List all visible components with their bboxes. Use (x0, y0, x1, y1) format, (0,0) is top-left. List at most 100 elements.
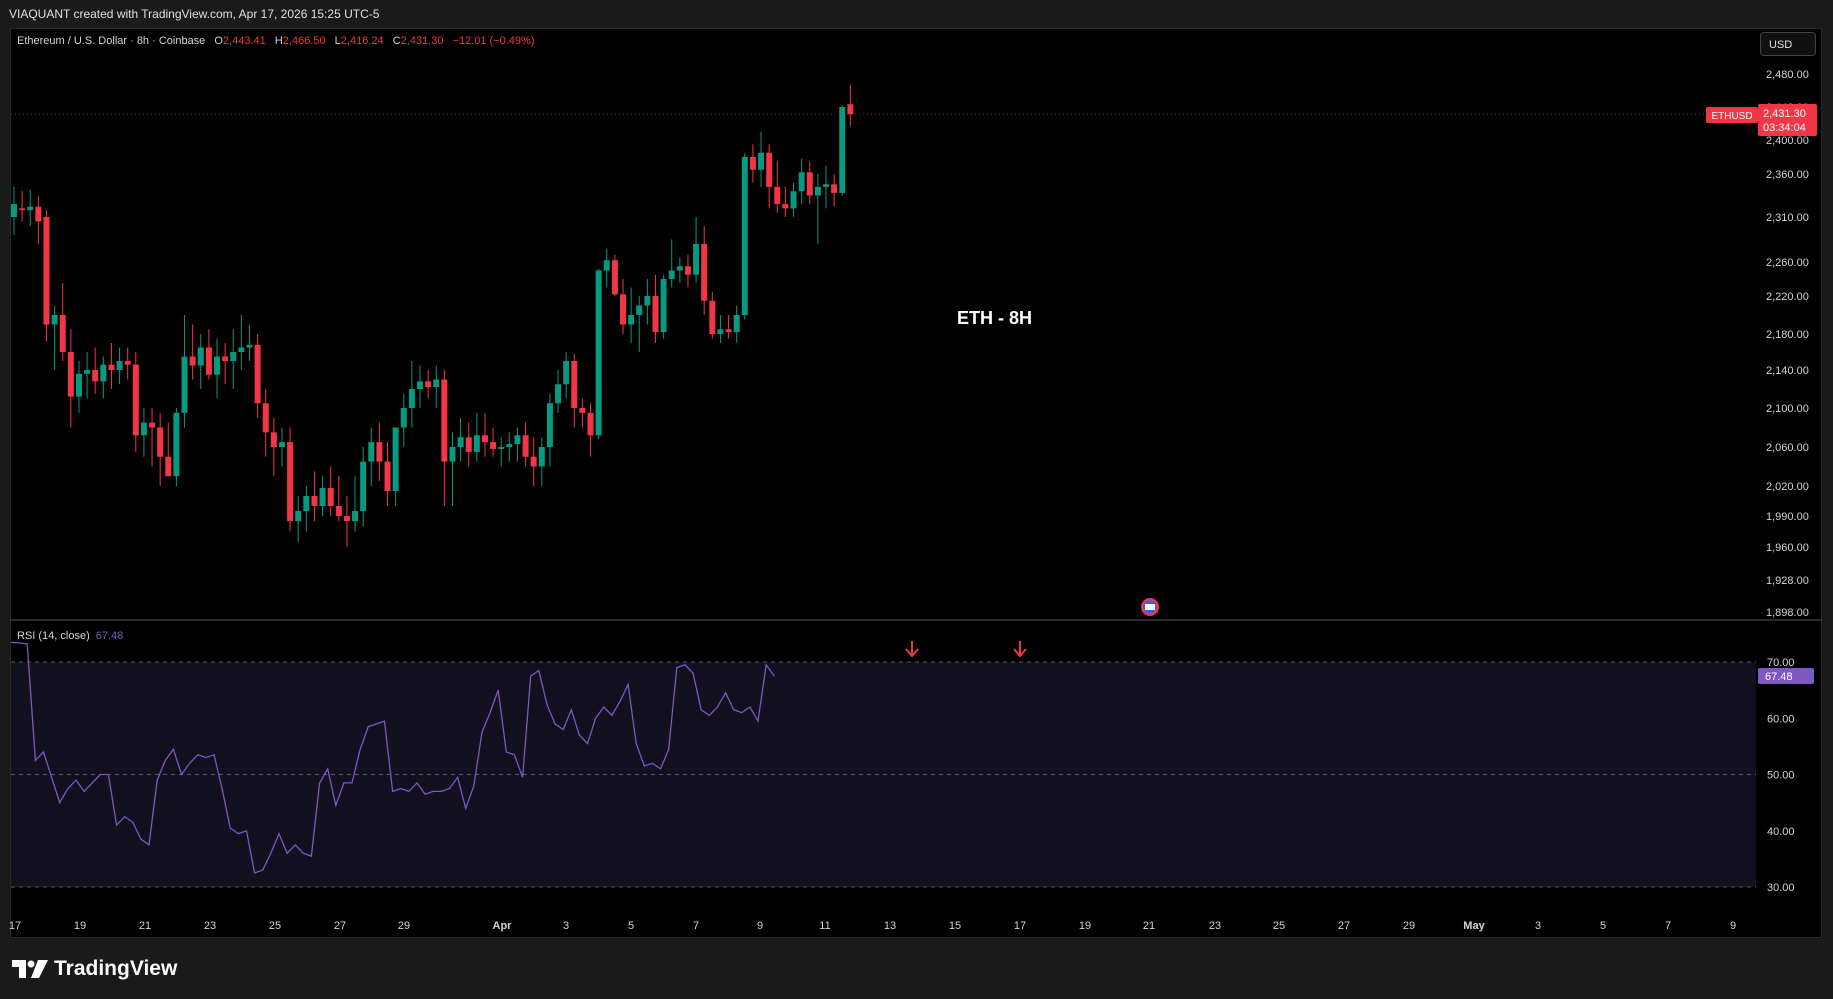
symbol-title[interactable]: Ethereum / U.S. Dollar · 8h · Coinbase (17, 35, 206, 47)
candle-body (311, 496, 318, 506)
candle-body (19, 208, 26, 211)
candle-body (579, 408, 586, 413)
arrow-down-icon (1013, 648, 1027, 658)
time-axis-tick: 5 (628, 920, 634, 932)
candle-body (246, 344, 253, 348)
time-axis-tick: 13 (884, 920, 896, 932)
candle-body (108, 364, 115, 370)
time-axis-tick: 19 (74, 920, 86, 932)
rsi-title[interactable]: RSI (14, close) (17, 630, 90, 642)
candle-body (546, 403, 553, 447)
candle-body (652, 296, 659, 333)
rsi-line (10, 641, 775, 874)
tradingview-logo[interactable]: TradingView (12, 956, 177, 982)
candle-body (741, 157, 748, 315)
candle-body (376, 442, 383, 462)
candle-body (392, 427, 399, 491)
high-value: 2,466.50 (282, 35, 326, 47)
currency-button[interactable]: USD (1760, 32, 1816, 56)
candle-body (140, 422, 147, 436)
time-axis-tick: 7 (1665, 920, 1671, 932)
price-axis-tick: 1,990.00 (1766, 511, 1809, 523)
candle-body (766, 152, 773, 187)
candle-body (668, 270, 675, 279)
candle-body (555, 384, 562, 404)
candle-body (684, 266, 691, 275)
price-axis-tick: 2,220.00 (1766, 291, 1809, 303)
candle-body (230, 352, 237, 361)
candle-body (116, 361, 123, 370)
candle-body (774, 186, 781, 205)
price-axis-tick: 1,928.00 (1766, 575, 1809, 587)
candle-body (417, 381, 423, 389)
candle-body (384, 461, 391, 491)
change-value: −12.01 (−0.49%) (452, 35, 535, 47)
candle-body (222, 356, 229, 361)
time-axis-tick: 23 (204, 920, 216, 932)
candle-body (368, 442, 375, 462)
open-value: 2,443.41 (222, 35, 266, 47)
low-value: 2,416.24 (340, 35, 384, 47)
candle-body (530, 456, 537, 467)
rsi-axis-tick: 30.00 (1767, 882, 1795, 894)
candle-body (514, 435, 521, 445)
candle-body (400, 408, 407, 428)
candle-body (823, 184, 829, 187)
candle-body (620, 294, 626, 325)
candle-body (319, 488, 326, 506)
candle-body (790, 191, 797, 209)
rsi-axis-tick: 50.00 (1767, 770, 1795, 782)
candle-body (465, 437, 472, 452)
candle-body (701, 244, 708, 301)
price-axis-tick: 2,260.00 (1766, 257, 1809, 269)
candle-body (67, 352, 74, 397)
candle-body (595, 270, 602, 436)
candle-body (660, 279, 667, 333)
candle-body (831, 184, 838, 193)
time-axis-tick: 23 (1209, 920, 1221, 932)
close-label: C (392, 35, 401, 47)
candle-body (278, 442, 285, 447)
time-axis-tick: 7 (693, 920, 699, 932)
candle-body (814, 186, 821, 196)
candle-body (798, 172, 805, 192)
tradingview-logo-icon (12, 960, 48, 978)
candle-body (132, 364, 139, 436)
candle-body (352, 511, 359, 522)
candle-body (457, 437, 464, 447)
candle-body (717, 329, 724, 334)
time-axis-tick: 27 (334, 920, 346, 932)
time-axis-tick: 5 (1600, 920, 1606, 932)
candle-body (628, 315, 635, 325)
candle-body (408, 389, 415, 408)
price-tag: 2,431.30 (1763, 108, 1806, 120)
time-axis-tick: 25 (269, 920, 281, 932)
candle-body (636, 305, 643, 315)
chart-caption: VIAQUANT created with TradingView.com, A… (9, 7, 380, 21)
candle-body (693, 244, 700, 275)
time-axis-tick: Apr (493, 920, 513, 932)
candle-body (676, 266, 683, 271)
candle-body (481, 435, 488, 443)
time-axis-tick: 9 (1730, 920, 1736, 932)
countdown-tag: 03:34:04 (1763, 122, 1806, 134)
candle-body (214, 356, 220, 375)
candle-body (506, 444, 513, 447)
candle-body (165, 456, 172, 477)
high-label: H (274, 35, 283, 47)
candle-body (806, 172, 813, 196)
price-axis-tick: 2,480.00 (1766, 69, 1809, 81)
candle-body (709, 300, 716, 334)
price-axis-tick: 2,180.00 (1766, 329, 1809, 341)
rsi-axis-tick: 40.00 (1767, 826, 1795, 838)
candle-body (92, 370, 99, 382)
candle-body (75, 373, 82, 397)
price-axis-tick: 2,400.00 (1766, 135, 1809, 147)
candle-body (847, 104, 854, 115)
candle-body (782, 204, 789, 209)
candle-body (149, 422, 156, 428)
rsi-legend: RSI (14, close) 67.48 (17, 630, 123, 642)
candle-body (563, 361, 570, 385)
candle-body (27, 206, 34, 211)
